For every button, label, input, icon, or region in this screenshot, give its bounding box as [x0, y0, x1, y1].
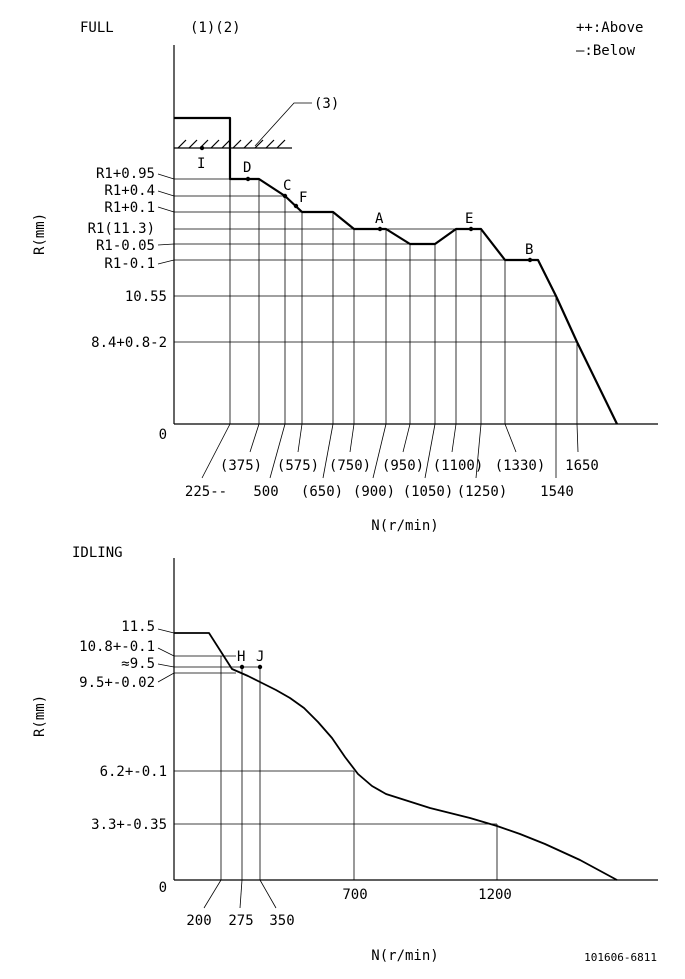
idle-x-label-200: 200: [186, 913, 211, 929]
full-chart: FULL (1)(2) ++:Above —:Below R(mm): [32, 20, 658, 534]
full-y-label-r1-01-b: R1-0.1: [104, 256, 155, 272]
idle-y-label-33: 3.3+-0.35: [91, 817, 167, 833]
idle-y-label-95a: ≈9.5: [121, 656, 155, 672]
point-label-C: C: [283, 178, 291, 194]
full-x-label-1650: 1650: [565, 458, 599, 474]
point-C: [282, 193, 288, 199]
full-chart-title: FULL: [80, 20, 114, 36]
full-y-label-r1-005: R1-0.05: [96, 238, 155, 254]
document-id: 101606-6811: [584, 951, 657, 964]
idle-leader-95b: [157, 672, 236, 683]
legend-below: —:Below: [576, 43, 636, 59]
full-x-label-1330: (1330): [495, 458, 546, 474]
stopper-hatch: [174, 102, 312, 149]
point-label-B: B: [525, 242, 533, 258]
idle-chart: IDLING R(mm) H J 11.5 10.8+-0.1 ≈9.5 9: [32, 545, 658, 964]
point-label-D: D: [243, 160, 251, 176]
point-F: [293, 203, 299, 209]
full-x-label-650: (650): [301, 484, 343, 500]
idle-y-axis-label: R(mm): [32, 695, 48, 737]
idle-leader-108: [157, 647, 236, 657]
full-y-label-r1-04: R1+0.4: [104, 183, 155, 199]
idle-chart-title: IDLING: [72, 545, 123, 561]
idle-x-axis-label: N(r/min): [371, 948, 438, 964]
idle-x-label-275: 275: [228, 913, 253, 929]
full-x-axis-label: N(r/min): [371, 518, 438, 534]
full-y-axis-label: R(mm): [32, 213, 48, 255]
idle-x-label-1200: 1200: [478, 887, 512, 903]
full-y-label-r1-095: R1+0.95: [96, 166, 155, 182]
idle-y-label-62: 6.2+-0.1: [100, 764, 167, 780]
full-x-label-900: (900): [353, 484, 395, 500]
point-label-H: H: [237, 649, 245, 665]
point-I: [199, 145, 205, 151]
full-chart-note-3: (3): [314, 96, 339, 112]
point-A: [377, 226, 383, 232]
idle-y-label-108: 10.8+-0.1: [79, 639, 155, 655]
full-chart-note-1-2: (1)(2): [190, 20, 241, 36]
idle-y-label-115: 11.5: [121, 619, 155, 635]
idle-x-label-700: 700: [342, 887, 367, 903]
point-label-J: J: [256, 649, 264, 665]
point-B: [527, 257, 533, 263]
full-x-label-500: 500: [253, 484, 278, 500]
idle-leader-115: [157, 628, 175, 634]
full-x-label-1250: (1250): [457, 484, 508, 500]
full-y-label-r1-01: R1+0.1: [104, 200, 155, 216]
full-leader-r1-04: [157, 190, 285, 197]
full-x-label-1100: (1100): [433, 458, 484, 474]
point-label-I: I: [197, 156, 205, 172]
full-y-label-1055: 10.55: [125, 289, 167, 305]
legend-above: ++:Above: [576, 20, 643, 36]
full-x-label-950: (950): [382, 458, 424, 474]
full-curve: [174, 116, 618, 425]
point-label-F: F: [299, 190, 307, 206]
idle-y-label-95b: 9.5+-0.02: [79, 675, 155, 691]
full-y-label-r1: R1(11.3): [88, 221, 155, 237]
full-x-label-750: (750): [329, 458, 371, 474]
point-E: [468, 226, 474, 232]
idle-curve: [174, 632, 618, 881]
point-J: [257, 664, 263, 670]
full-x-tick-leaders: [201, 423, 579, 479]
full-x-label-225: 225--: [185, 484, 227, 500]
point-label-A: A: [375, 211, 384, 227]
full-x-label-375: (375): [220, 458, 262, 474]
full-leader-r1-01-b: [157, 259, 505, 265]
idle-y-label-zero: 0: [159, 880, 167, 896]
full-x-label-575: (575): [277, 458, 319, 474]
point-label-E: E: [465, 211, 473, 227]
full-x-label-1050: (1050): [403, 484, 454, 500]
full-leader-r1-095: [157, 173, 230, 180]
idle-x-label-350: 350: [269, 913, 294, 929]
point-H: [239, 664, 245, 670]
full-leader-r1-005: [157, 243, 410, 246]
full-y-label-zero: 0: [159, 427, 167, 443]
idle-x-tick-leaders: [203, 879, 277, 909]
full-y-label-84: 8.4+0.8-2: [91, 335, 167, 351]
full-x-label-1540: 1540: [540, 484, 574, 500]
point-D: [245, 176, 251, 182]
